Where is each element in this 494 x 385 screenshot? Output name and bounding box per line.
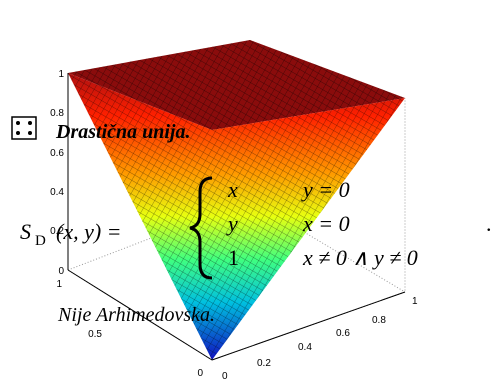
tick-label: 1 <box>58 69 64 80</box>
tick-label: 0.8 <box>372 315 386 326</box>
formula-lhs: S <box>20 219 31 244</box>
tick-label: 0.6 <box>50 148 64 159</box>
tick-label: 1 <box>56 279 62 290</box>
case-value: y <box>226 211 238 236</box>
tick-label: 0 <box>197 368 203 379</box>
tick-label: 0 <box>58 266 64 277</box>
title: Drastična unija. <box>55 121 190 143</box>
tick-label: 0 <box>222 371 228 382</box>
tick-label: 1 <box>412 296 418 307</box>
case-condition: x = 0 <box>302 211 350 236</box>
formula-end: . <box>486 211 492 236</box>
note: Nije Arhimedovska. <box>57 304 215 326</box>
case-condition: y = 0 <box>301 177 350 202</box>
right-axis: 0 0.2 0.4 0.6 0.8 1 <box>211 291 418 382</box>
tick-label: 0.4 <box>50 187 64 198</box>
case-value: 1 <box>228 245 239 270</box>
tick-label: 0.5 <box>88 329 102 340</box>
formula-subscript: D <box>35 233 46 249</box>
left-axis: 1 0.5 0 <box>56 269 213 379</box>
tick-label: 0.8 <box>50 108 64 119</box>
bullet-icon <box>11 116 37 140</box>
case-condition: x ≠ 0 ∧ y ≠ 0 <box>302 245 418 270</box>
formula-args: (x, y) = <box>56 219 122 244</box>
surface <box>68 40 405 360</box>
tick-label: 0.2 <box>257 358 271 369</box>
z-axis: 1 0.8 0.6 0.4 0.2 0 <box>50 69 69 277</box>
tick-label: 0.6 <box>336 328 350 339</box>
tick-label: 0.2 <box>50 226 64 237</box>
formula: S D (x, y) = x y = 0 y x = 0 1 x ≠ 0 ∧ y… <box>20 176 492 280</box>
case-value: x <box>227 177 238 202</box>
tick-label: 0.4 <box>298 342 312 353</box>
